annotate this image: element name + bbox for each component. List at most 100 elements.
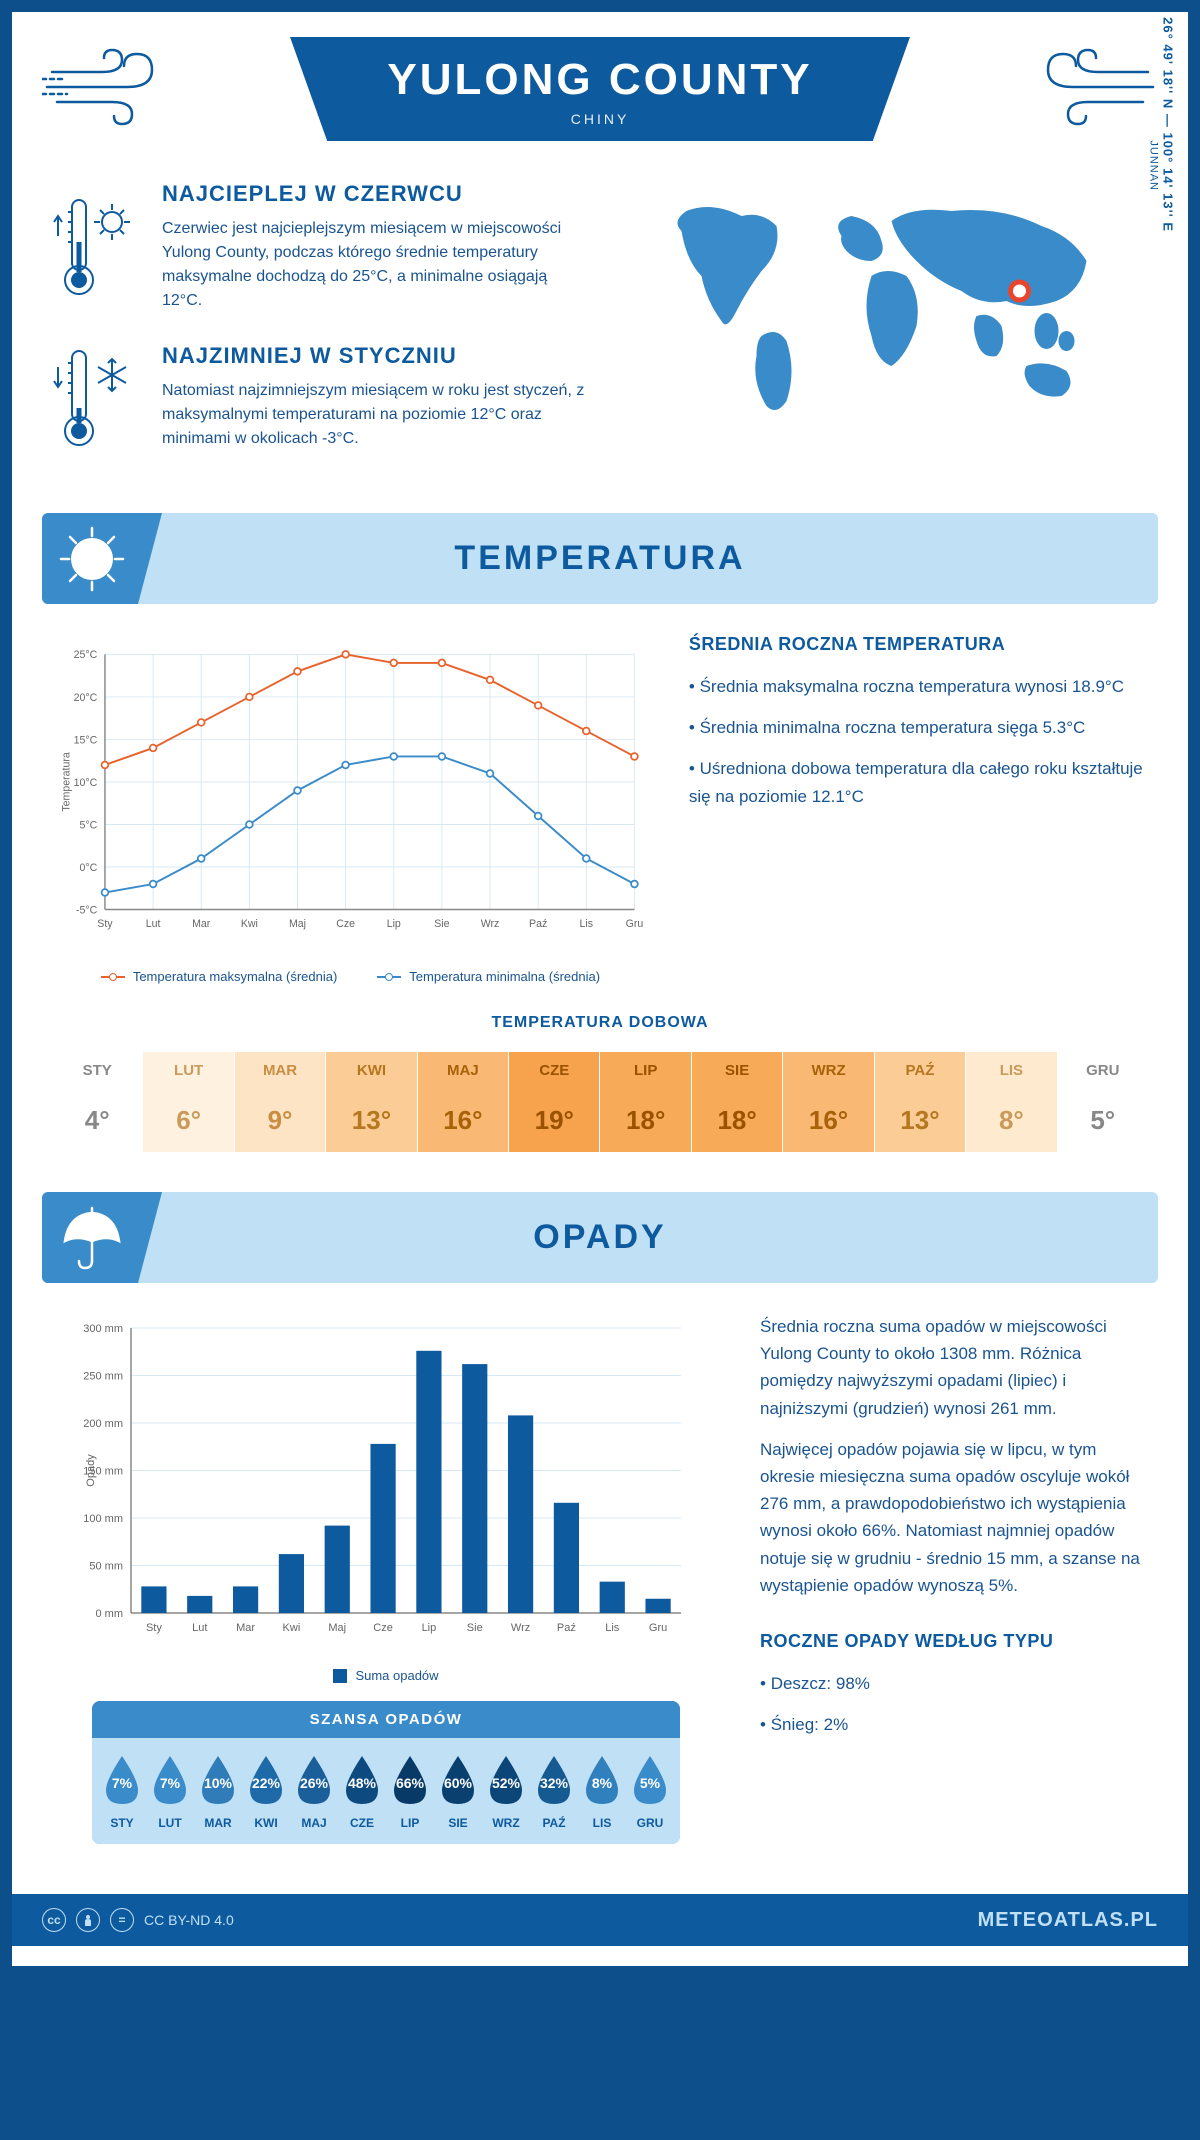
svg-text:Gru: Gru	[649, 1622, 667, 1634]
rain-drop-cell: 32% PAŹ	[532, 1752, 576, 1830]
precip-type-item: Deszcz: 98%	[760, 1670, 1148, 1697]
temperature-legend: .legend-item:first-child .legend-swatch:…	[52, 969, 649, 984]
rain-drop-cell: 7% LUT	[148, 1752, 192, 1830]
legend-min-label: Temperatura minimalna (średnia)	[409, 969, 600, 984]
rain-drop-cell: 48% CZE	[340, 1752, 384, 1830]
precipitation-text-column: Średnia roczna suma opadów w miejscowośc…	[760, 1313, 1148, 1844]
legend-max: .legend-item:first-child .legend-swatch:…	[101, 969, 337, 984]
svg-text:200 mm: 200 mm	[83, 1418, 123, 1430]
rain-chance-drops: 7% STY 7% LUT 10% MAR 22% KWI 26	[92, 1738, 680, 1844]
umbrella-icon	[57, 1203, 127, 1273]
daily-temp-cell: PAŹ 13°	[875, 1052, 965, 1152]
temperature-annual-text: ŚREDNIA ROCZNA TEMPERATURA Średnia maksy…	[689, 634, 1148, 984]
daily-temp-cell: KWI 13°	[326, 1052, 416, 1152]
precipitation-title: OPADY	[42, 1218, 1158, 1257]
svg-text:15°C: 15°C	[74, 734, 98, 746]
svg-text:Kwi: Kwi	[283, 1622, 301, 1634]
daily-temp-cell: MAJ 16°	[418, 1052, 508, 1152]
precipitation-content: 0 mm50 mm100 mm150 mm200 mm250 mm300 mmO…	[12, 1313, 1188, 1864]
daily-temp-cell: WRZ 16°	[783, 1052, 873, 1152]
rain-drop-cell: 52% WRZ	[484, 1752, 528, 1830]
infographic-page: YULONG COUNTY CHINY	[12, 12, 1188, 1966]
daily-temperature: TEMPERATURA DOBOWA STY 4° LUT 6° MAR 9° …	[12, 1014, 1188, 1192]
legend-rain: Suma opadów	[333, 1668, 438, 1683]
svg-text:Lut: Lut	[192, 1622, 207, 1634]
daily-temp-cell: SIE 18°	[692, 1052, 782, 1152]
legend-max-label: Temperatura maksymalna (średnia)	[133, 969, 337, 984]
svg-text:0 mm: 0 mm	[96, 1608, 124, 1620]
wind-icon-right	[1018, 42, 1158, 132]
svg-text:5°C: 5°C	[79, 819, 97, 831]
svg-text:Lis: Lis	[580, 918, 594, 930]
rain-drop-cell: 5% GRU	[628, 1752, 672, 1830]
annual-temp-title: ŚREDNIA ROCZNA TEMPERATURA	[689, 634, 1148, 655]
license-block: cc = CC BY-ND 4.0	[42, 1908, 234, 1932]
rain-drop-cell: 22% KWI	[244, 1752, 288, 1830]
temperature-chart-column: -5°C0°C5°C10°C15°C20°C25°CStyLutMarKwiMa…	[52, 634, 649, 984]
nd-icon: =	[110, 1908, 134, 1932]
precip-para-1: Średnia roczna suma opadów w miejscowośc…	[760, 1313, 1148, 1422]
location-title: YULONG COUNTY	[380, 55, 820, 105]
svg-text:Sty: Sty	[146, 1622, 162, 1634]
rain-drop-cell: 10% MAR	[196, 1752, 240, 1830]
footer: cc = CC BY-ND 4.0 METEOATLAS.PL	[12, 1894, 1188, 1946]
sun-icon	[57, 524, 127, 594]
daily-temp-cell: LUT 6°	[143, 1052, 233, 1152]
svg-text:Lip: Lip	[387, 918, 401, 930]
precip-para-2: Najwięcej opadów pojawia się w lipcu, w …	[760, 1436, 1148, 1599]
precip-type-title: ROCZNE OPADY WEDŁUG TYPU	[760, 1631, 1148, 1652]
svg-text:Kwi: Kwi	[241, 918, 258, 930]
svg-text:Lis: Lis	[605, 1622, 620, 1634]
daily-temp-title: TEMPERATURA DOBOWA	[52, 1014, 1148, 1032]
warmest-text: NAJCIEPLEJ W CZERWCU Czerwiec jest najci…	[162, 181, 585, 313]
daily-temp-cell: LIP 18°	[600, 1052, 690, 1152]
svg-text:Wrz: Wrz	[511, 1622, 530, 1634]
annual-bullet: Średnia maksymalna roczna temperatura wy…	[689, 673, 1148, 700]
svg-text:Cze: Cze	[373, 1622, 393, 1634]
coldest-block: NAJZIMNIEJ W STYCZNIU Natomiast najzimni…	[52, 343, 585, 453]
svg-text:20°C: 20°C	[74, 692, 98, 704]
svg-text:Sie: Sie	[434, 918, 449, 930]
svg-text:50 mm: 50 mm	[89, 1561, 123, 1573]
annual-bullet: Uśredniona dobowa temperatura dla całego…	[689, 755, 1148, 809]
license-text: CC BY-ND 4.0	[144, 1912, 234, 1928]
temperature-section-header: TEMPERATURA	[42, 513, 1158, 604]
daily-temp-grid: STY 4° LUT 6° MAR 9° KWI 13° MAJ 16° CZE…	[52, 1052, 1148, 1152]
svg-text:Sie: Sie	[467, 1622, 483, 1634]
location-marker	[1011, 282, 1029, 300]
region-label: JUNNAN	[1148, 140, 1160, 191]
temperature-content: -5°C0°C5°C10°C15°C20°C25°CStyLutMarKwiMa…	[12, 634, 1188, 1014]
coldest-text: NAJZIMNIEJ W STYCZNIU Natomiast najzimni…	[162, 343, 585, 453]
daily-temp-cell: GRU 5°	[1058, 1052, 1148, 1152]
svg-text:Sty: Sty	[97, 918, 113, 930]
legend-min: .legend-item:last-child .legend-swatch::…	[377, 969, 600, 984]
rain-drop-cell: 7% STY	[100, 1752, 144, 1830]
svg-text:Mar: Mar	[236, 1622, 255, 1634]
precipitation-section-header: OPADY	[42, 1192, 1158, 1283]
svg-text:Maj: Maj	[289, 918, 306, 930]
legend-rain-label: Suma opadów	[355, 1668, 438, 1683]
world-map	[615, 181, 1148, 441]
coldest-desc: Natomiast najzimniejszym miesiącem w rok…	[162, 379, 585, 451]
title-banner: YULONG COUNTY CHINY	[290, 37, 910, 141]
coldest-title: NAJZIMNIEJ W STYCZNIU	[162, 343, 585, 369]
map-column: JUNNAN 26° 49' 18'' N — 100° 14' 13'' E	[615, 181, 1148, 483]
warmest-title: NAJCIEPLEJ W CZERWCU	[162, 181, 585, 207]
daily-temp-cell: MAR 9°	[235, 1052, 325, 1152]
wind-icon-left	[42, 42, 182, 132]
daily-temp-cell: STY 4°	[52, 1052, 142, 1152]
precip-type-list: Deszcz: 98% Śnieg: 2%	[760, 1670, 1148, 1738]
rain-drop-cell: 60% SIE	[436, 1752, 480, 1830]
svg-text:100 mm: 100 mm	[83, 1513, 123, 1525]
svg-text:Gru: Gru	[626, 918, 644, 930]
daily-temp-cell: CZE 19°	[509, 1052, 599, 1152]
svg-text:300 mm: 300 mm	[83, 1323, 123, 1335]
svg-text:250 mm: 250 mm	[83, 1371, 123, 1383]
svg-text:-5°C: -5°C	[76, 904, 98, 916]
svg-text:Lip: Lip	[422, 1622, 437, 1634]
intro-text-column: NAJCIEPLEJ W CZERWCU Czerwiec jest najci…	[52, 181, 585, 483]
by-icon	[76, 1908, 100, 1932]
svg-text:Opady: Opady	[85, 1454, 97, 1487]
thermometer-sun-icon	[52, 181, 142, 313]
svg-text:Mar: Mar	[192, 918, 211, 930]
